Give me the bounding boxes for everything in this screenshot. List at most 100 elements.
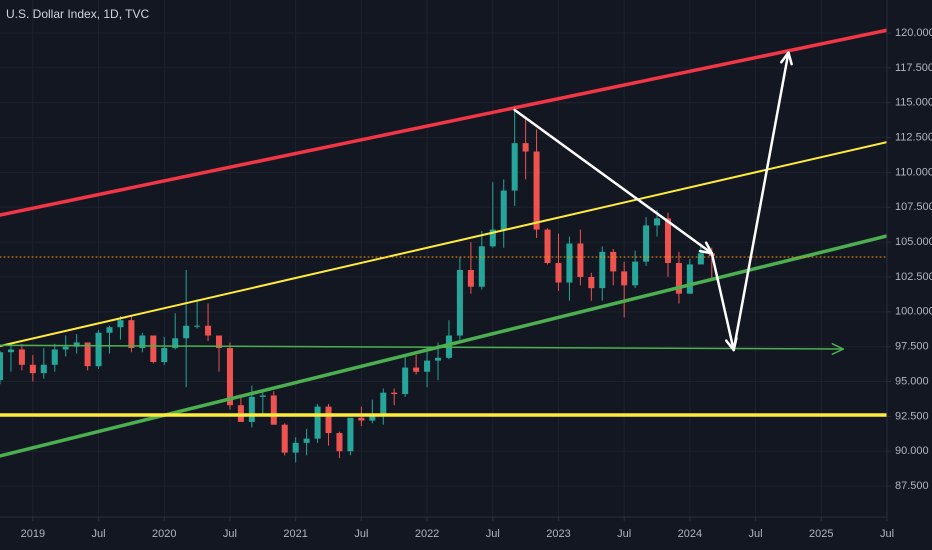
candle-body <box>511 143 518 191</box>
x-tick-label: 2019 <box>21 528 45 540</box>
x-tick-label: 2021 <box>283 528 307 540</box>
candle-body <box>95 332 102 367</box>
candle-body <box>303 438 310 443</box>
axes: 87.500 90.000 92.500 95.000 97.500 100.000 102… <box>21 27 932 540</box>
y-tick-label: 87.500 <box>895 480 929 492</box>
x-tick-label: Jul <box>223 528 237 540</box>
x-tick-label: 2023 <box>546 528 570 540</box>
candle-body <box>380 392 387 415</box>
candle-body <box>643 225 650 262</box>
candle-body <box>325 406 332 434</box>
trend-line <box>0 234 887 458</box>
x-tick-label: 2022 <box>415 528 439 540</box>
candle-body <box>161 348 168 362</box>
y-tick-label: 110.000 <box>895 166 932 178</box>
candle-body <box>281 424 288 453</box>
candle-body <box>533 151 540 230</box>
candle-body <box>369 414 376 421</box>
plot-area <box>0 28 887 463</box>
y-tick-label: 112.500 <box>895 131 932 143</box>
y-tick-label: 100.000 <box>895 306 932 318</box>
x-tick-label: Jul <box>749 528 763 540</box>
y-tick-label: 92.500 <box>895 410 929 422</box>
candle-body <box>29 364 36 374</box>
candle-body <box>610 251 617 272</box>
candle-body <box>522 143 529 152</box>
trend-line <box>732 51 790 352</box>
candle-body <box>183 325 190 339</box>
candle-body <box>675 263 682 294</box>
candle-body <box>686 264 693 294</box>
candle-body <box>697 253 704 265</box>
candle-body <box>139 335 146 349</box>
trend-line <box>513 108 714 255</box>
candle-body <box>226 348 233 406</box>
candle-body <box>336 433 343 452</box>
trend-line <box>0 28 887 217</box>
candle-body <box>117 320 124 328</box>
candle-body <box>18 349 25 365</box>
candle-body <box>402 367 409 395</box>
y-tick-label: 95.000 <box>895 375 929 387</box>
trend-line <box>0 344 844 350</box>
candle-body <box>7 349 14 353</box>
y-tick-label: 117.500 <box>895 62 932 74</box>
candle-body <box>205 325 212 336</box>
arrow-head <box>831 343 844 355</box>
trend-line <box>0 141 887 347</box>
arrow-head <box>780 51 793 66</box>
candle-body <box>194 325 201 327</box>
candle-body <box>413 367 420 372</box>
trend-line <box>710 252 735 352</box>
candle-body <box>314 406 321 439</box>
candle-body <box>632 261 639 286</box>
y-tick-label: 97.500 <box>895 341 929 353</box>
candle-body <box>150 335 157 362</box>
candle-body <box>358 417 365 421</box>
x-tick-label: Jul <box>880 528 894 540</box>
candle-body <box>40 364 47 374</box>
y-tick-label: 105.000 <box>895 236 932 248</box>
candle-body <box>84 342 91 367</box>
candle-body <box>654 218 661 226</box>
candle-body <box>599 251 606 289</box>
candle-body <box>489 229 496 247</box>
candle-body <box>664 218 671 264</box>
x-tick-label: Jul <box>486 528 500 540</box>
candle-body <box>544 229 551 264</box>
candle-body <box>621 271 628 286</box>
candle-body <box>73 342 80 347</box>
candle-body <box>216 335 223 349</box>
candle-body <box>566 243 573 283</box>
candle-body <box>259 395 266 397</box>
x-tick-label: 2025 <box>809 528 833 540</box>
candle-body <box>0 352 4 381</box>
y-tick-label: 102.500 <box>895 271 932 283</box>
candle-body <box>424 360 431 372</box>
candle-body <box>62 346 69 350</box>
candle-body <box>478 246 485 287</box>
candle-body <box>51 349 58 365</box>
chart-title: U.S. Dollar Index, 1D, TVC <box>6 7 149 21</box>
candle-body <box>555 263 562 283</box>
candle-body <box>456 269 463 336</box>
candle-body <box>347 417 354 452</box>
candle-body <box>172 338 179 349</box>
y-tick-label: 120.000 <box>895 27 932 39</box>
candle-body <box>435 357 442 361</box>
y-tick-label: 107.500 <box>895 201 932 213</box>
candle-body <box>577 243 584 277</box>
y-tick-label: 90.000 <box>895 445 929 457</box>
x-tick-label: Jul <box>92 528 106 540</box>
x-tick-label: 2024 <box>678 528 702 540</box>
candle-body <box>248 396 255 422</box>
candle-body <box>128 320 135 349</box>
candle-body <box>292 442 299 453</box>
candle-body <box>467 269 474 287</box>
candle-body <box>270 395 277 425</box>
candle-body <box>391 392 398 395</box>
x-tick-label: Jul <box>617 528 631 540</box>
candle-body <box>106 327 113 333</box>
